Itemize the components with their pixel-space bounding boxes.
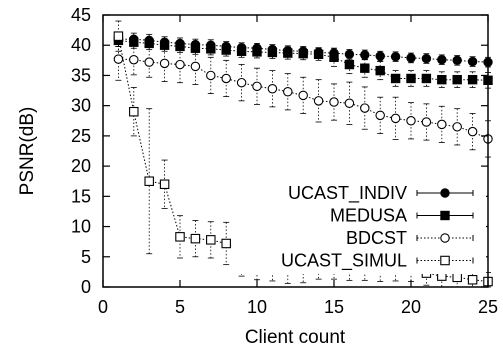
- data-point-ucast-indiv: [437, 55, 447, 65]
- data-point-ucast-simul: [113, 31, 124, 41]
- x-tick-label: 15: [324, 297, 344, 317]
- y-tick-label: 10: [71, 217, 91, 237]
- data-point-ucast-simul: [206, 235, 216, 245]
- x-tick-label: 10: [247, 297, 267, 317]
- data-point-medusa: [221, 45, 231, 55]
- data-point-medusa: [437, 74, 447, 85]
- x-tick-label: 25: [478, 297, 498, 317]
- data-point-medusa: [144, 38, 154, 49]
- legend-label-medusa: MEDUSA: [330, 206, 407, 226]
- data-point-bdcst: [298, 90, 308, 101]
- data-point-medusa: [452, 74, 462, 85]
- x-tick-label: 0: [98, 297, 108, 317]
- data-point-bdcst: [437, 119, 447, 130]
- data-point-ucast-simul: [144, 176, 154, 186]
- data-point-medusa: [236, 46, 247, 56]
- data-point-bdcst: [144, 57, 154, 67]
- data-point-medusa: [360, 63, 370, 73]
- data-point-medusa: [159, 40, 170, 50]
- data-point-ucast-simul: [159, 179, 170, 189]
- data-point-bdcst: [175, 59, 185, 70]
- data-point-ucast-simul: [467, 274, 478, 285]
- data-point-medusa: [252, 47, 262, 57]
- x-tick-label: 5: [175, 297, 185, 317]
- data-point-bdcst: [283, 87, 293, 97]
- y-tick-label: 45: [71, 5, 91, 25]
- data-point-ucast-simul: [175, 232, 185, 242]
- data-point-medusa: [283, 48, 293, 58]
- data-point-medusa: [467, 74, 478, 85]
- data-point-bdcst: [406, 116, 416, 126]
- data-point-ucast-indiv: [390, 52, 401, 62]
- data-point-medusa: [421, 73, 432, 84]
- data-point-ucast-indiv: [406, 53, 416, 63]
- data-point-bdcst: [313, 96, 324, 106]
- data-point-bdcst: [252, 81, 262, 92]
- data-point-bdcst: [344, 98, 355, 108]
- x-tick-label: 20: [401, 297, 421, 317]
- data-point-ucast-indiv: [375, 51, 385, 61]
- data-point-bdcst: [329, 97, 339, 107]
- data-point-ucast-indiv: [421, 53, 432, 64]
- data-point-medusa: [375, 65, 385, 76]
- legend-marker-bdcst: [440, 233, 450, 243]
- data-point-medusa: [175, 41, 185, 52]
- data-point-bdcst: [236, 77, 247, 88]
- data-point-bdcst: [159, 58, 170, 69]
- data-point-bdcst: [113, 54, 124, 64]
- data-point-ucast-simul: [190, 233, 201, 244]
- data-point-ucast-indiv: [344, 49, 355, 59]
- data-point-bdcst: [452, 122, 462, 132]
- y-tick-label: 0: [81, 277, 91, 297]
- data-point-medusa: [129, 37, 139, 47]
- data-point-medusa: [298, 48, 308, 59]
- legend-label-ucast-indiv: UCAST_INDIV: [288, 183, 407, 204]
- x-axis-label: Client count: [245, 327, 346, 348]
- data-point-medusa: [313, 49, 324, 59]
- legend-label-bdcst: BDCST: [346, 228, 407, 248]
- data-point-bdcst: [375, 110, 385, 121]
- y-tick-label: 15: [71, 186, 91, 206]
- legend-marker-ucast-indiv: [440, 188, 450, 198]
- legend-label-ucast-simul: UCAST_SIMUL: [281, 251, 407, 272]
- data-point-ucast-indiv: [360, 50, 370, 60]
- data-point-bdcst: [221, 73, 231, 84]
- y-tick-label: 40: [71, 35, 91, 55]
- data-point-ucast-simul: [452, 272, 462, 283]
- data-point-bdcst: [390, 113, 401, 124]
- data-point-medusa: [329, 52, 339, 63]
- axis-ticks: 0 5 10 15 20 25 0 5 10 15 20 25 30 35 40 45: [71, 5, 498, 317]
- legend-marker-ucast-simul: [440, 255, 450, 266]
- data-point-medusa: [206, 44, 216, 54]
- plot-frame: [102, 14, 489, 288]
- data-point-medusa: [406, 73, 416, 84]
- legend-marker-medusa: [440, 210, 450, 221]
- data-point-medusa: [190, 43, 201, 53]
- data-point-ucast-indiv: [452, 55, 462, 66]
- y-tick-label: 25: [71, 126, 91, 146]
- data-point-ucast-indiv: [467, 56, 478, 67]
- data-point-medusa: [267, 47, 278, 58]
- data-point-ucast-simul: [221, 238, 231, 249]
- y-tick-label: 30: [71, 96, 91, 116]
- data-point-bdcst: [467, 126, 478, 137]
- data-point-bdcst: [421, 117, 432, 127]
- data-point-medusa: [344, 59, 355, 70]
- y-tick-label: 5: [81, 247, 91, 267]
- data-point-bdcst: [129, 54, 139, 65]
- y-tick-label: 20: [71, 156, 91, 176]
- data-point-bdcst: [206, 70, 216, 81]
- data-point-ucast-simul: [129, 106, 139, 117]
- data-point-bdcst: [190, 61, 201, 72]
- data-point-medusa: [390, 73, 401, 84]
- data-point-bdcst: [267, 83, 278, 94]
- y-axis-label: PSNR(dB): [17, 107, 38, 196]
- data-point-bdcst: [360, 103, 370, 113]
- y-tick-label: 35: [71, 65, 91, 85]
